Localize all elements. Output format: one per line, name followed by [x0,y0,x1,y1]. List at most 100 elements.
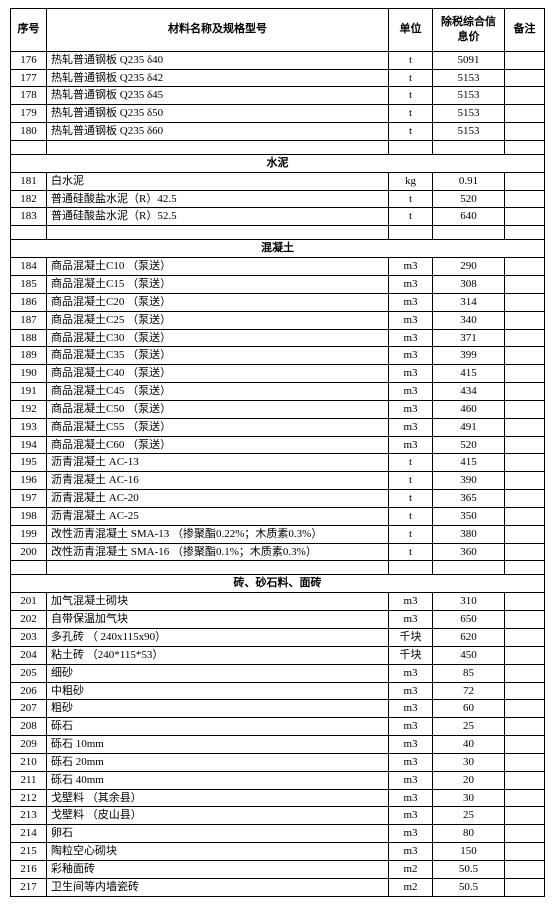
cell-note [505,172,545,190]
cell-price: 85 [433,664,505,682]
table-row: 203多孔砖 （ 240x115x90）千块620 [11,629,545,647]
cell-name: 普通硅酸盐水泥（R）42.5 [47,190,389,208]
cell-name: 沥青混凝土 AC-13 [47,454,389,472]
cell-note [505,525,545,543]
table-row: 191商品混凝土C45 （泵送）m3434 [11,383,545,401]
cell-note [505,418,545,436]
cell-unit: m3 [389,718,433,736]
blank-cell [433,561,505,575]
cell-price: 434 [433,383,505,401]
cell-note [505,646,545,664]
cell-price: 620 [433,629,505,647]
cell-index: 199 [11,525,47,543]
cell-unit: t [389,472,433,490]
cell-unit: m3 [389,400,433,418]
cell-index: 182 [11,190,47,208]
table-row: 214卵石m380 [11,825,545,843]
cell-price: 650 [433,611,505,629]
cell-price: 5153 [433,87,505,105]
cell-price: 5153 [433,105,505,123]
cell-index: 181 [11,172,47,190]
blank-cell [389,561,433,575]
cell-name: 加气混凝土砌块 [47,593,389,611]
materials-table: 序号 材料名称及规格型号 单位 除税综合信息价 备注 176热轧普通钢板 Q23… [10,8,545,897]
cell-name: 商品混凝土C35 （泵送） [47,347,389,365]
table-row: 192商品混凝土C50 （泵送）m3460 [11,400,545,418]
cell-unit: m3 [389,593,433,611]
table-row: 185商品混凝土C15 （泵送）m3308 [11,275,545,293]
cell-unit: t [389,69,433,87]
cell-name: 卫生间等内墙瓷砖 [47,878,389,896]
cell-note [505,69,545,87]
cell-index: 177 [11,69,47,87]
cell-name: 细砂 [47,664,389,682]
cell-index: 190 [11,365,47,383]
cell-name: 商品混凝土C60 （泵送） [47,436,389,454]
section-title-row: 混凝土 [11,240,545,258]
cell-name: 商品混凝土C45 （泵送） [47,383,389,401]
cell-price: 380 [433,525,505,543]
cell-index: 200 [11,543,47,561]
cell-price: 340 [433,311,505,329]
cell-index: 208 [11,718,47,736]
cell-name: 中粗砂 [47,682,389,700]
cell-unit: 千块 [389,629,433,647]
table-row: 210砾石 20mmm330 [11,753,545,771]
header-note: 备注 [505,9,545,52]
cell-index: 215 [11,843,47,861]
cell-unit: kg [389,172,433,190]
table-row: 209砾石 10mmm340 [11,736,545,754]
table-row: 176热轧普通钢板 Q235 δ40t5091 [11,51,545,69]
cell-note [505,825,545,843]
table-row: 178热轧普通钢板 Q235 δ45t5153 [11,87,545,105]
cell-index: 179 [11,105,47,123]
cell-index: 205 [11,664,47,682]
cell-unit: m3 [389,383,433,401]
table-row: 184商品混凝土C10 （泵送）m3290 [11,258,545,276]
cell-name: 商品混凝土C20 （泵送） [47,293,389,311]
cell-name: 普通硅酸盐水泥（R）52.5 [47,208,389,226]
cell-note [505,860,545,878]
cell-note [505,593,545,611]
cell-unit: m3 [389,700,433,718]
blank-cell [433,226,505,240]
cell-name: 商品混凝土C25 （泵送） [47,311,389,329]
cell-name: 彩釉面砖 [47,860,389,878]
table-row: 183普通硅酸盐水泥（R）52.5t640 [11,208,545,226]
cell-name: 自带保温加气块 [47,611,389,629]
cell-note [505,789,545,807]
header-index: 序号 [11,9,47,52]
cell-price: 491 [433,418,505,436]
cell-unit: t [389,543,433,561]
table-row: 188商品混凝土C30 （泵送）m3371 [11,329,545,347]
cell-index: 194 [11,436,47,454]
section-title: 水泥 [11,154,545,172]
cell-unit: t [389,454,433,472]
cell-index: 183 [11,208,47,226]
blank-cell [389,226,433,240]
table-row: 180热轧普通钢板 Q235 δ60t5153 [11,123,545,141]
blank-cell [11,561,47,575]
cell-price: 0.91 [433,172,505,190]
cell-note [505,472,545,490]
cell-name: 商品混凝土C15 （泵送） [47,275,389,293]
section-title: 砖、砂石料、面砖 [11,575,545,593]
cell-price: 30 [433,753,505,771]
cell-unit: t [389,51,433,69]
cell-index: 193 [11,418,47,436]
cell-unit: m3 [389,611,433,629]
cell-note [505,258,545,276]
cell-note [505,293,545,311]
table-row: 212戈壁料 （其余县）m330 [11,789,545,807]
cell-name: 商品混凝土C55 （泵送） [47,418,389,436]
cell-index: 209 [11,736,47,754]
cell-note [505,275,545,293]
cell-note [505,682,545,700]
table-row: 211砾石 40mmm320 [11,771,545,789]
cell-note [505,208,545,226]
cell-price: 290 [433,258,505,276]
cell-note [505,507,545,525]
cell-unit: t [389,525,433,543]
cell-unit: m2 [389,878,433,896]
table-row: 217卫生间等内墙瓷砖m250.5 [11,878,545,896]
